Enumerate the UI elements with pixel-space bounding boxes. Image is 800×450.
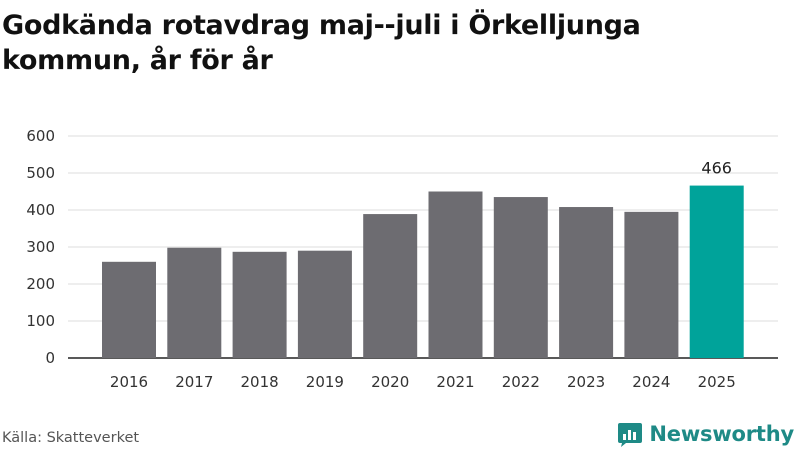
source-note: Källa: Skatteverket — [2, 430, 140, 446]
x-tick-label: 2021 — [436, 373, 474, 391]
bar — [102, 261, 156, 358]
x-tick-label: 2017 — [175, 373, 213, 391]
bar — [428, 191, 483, 358]
chart-title: Godkända rotavdrag maj--juli i Örkelljun… — [2, 10, 641, 76]
y-tick-label: 400 — [26, 201, 55, 219]
x-axis-ticks: 2016 2017 2018 2019 2020 2021 2022 2023 2024 2025 — [110, 373, 736, 391]
y-tick-label: 600 — [26, 127, 55, 145]
bar — [689, 185, 744, 358]
y-tick-label: 200 — [26, 275, 55, 293]
bar — [493, 197, 548, 358]
bar — [559, 207, 614, 358]
data-label: 466 — [701, 159, 732, 178]
x-tick-label: 2019 — [306, 373, 344, 391]
brand-name: Newsworthy — [649, 422, 794, 446]
y-tick-label: 100 — [26, 312, 55, 330]
bar — [624, 211, 679, 358]
bars — [102, 185, 744, 358]
x-tick-label: 2022 — [502, 373, 540, 391]
y-tick-label: 0 — [45, 349, 55, 367]
y-tick-label: 300 — [26, 238, 55, 256]
x-tick-label: 2016 — [110, 373, 148, 391]
x-tick-label: 2020 — [371, 373, 409, 391]
bar-chart: 0 100 200 300 400 500 600 2016 2017 2018 2019 2020… — [26, 127, 778, 391]
y-tick-label: 500 — [26, 164, 55, 182]
chart-bubble-icon — [618, 423, 643, 447]
data-labels: 466 — [701, 159, 732, 178]
x-tick-label: 2024 — [632, 373, 670, 391]
bar — [363, 214, 418, 358]
x-tick-label: 2018 — [241, 373, 279, 391]
y-axis-ticks: 0 100 200 300 400 500 600 — [26, 127, 55, 367]
bar — [232, 251, 287, 358]
x-tick-label: 2025 — [698, 373, 736, 391]
x-tick-label: 2023 — [567, 373, 605, 391]
brand-logo: Newsworthy — [617, 420, 794, 448]
bar — [167, 247, 222, 358]
bar — [297, 250, 352, 358]
